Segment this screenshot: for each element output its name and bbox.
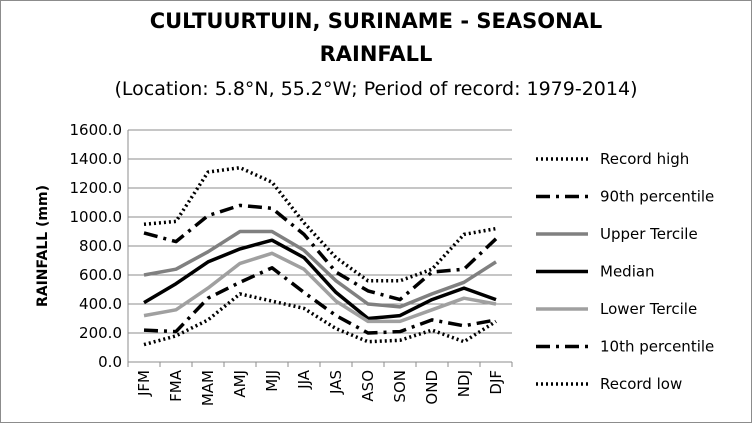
x-tick-label: JAS	[327, 370, 345, 395]
y-tick-label: 1000.0	[70, 208, 123, 226]
legend-label: 10th percentile	[600, 338, 714, 356]
x-tick-label: JFM	[135, 370, 153, 397]
x-tick-label: AMJ	[231, 370, 249, 398]
y-axis-label: RAINFALL (mm)	[35, 185, 51, 307]
chart-title: CULTUURTUIN, SURINAME - SEASONAL	[149, 9, 603, 33]
series-line-record-high	[143, 165, 497, 283]
series-line-record-low	[143, 292, 497, 347]
y-tick-label: 400.0	[79, 295, 122, 313]
legend-label: Upper Tercile	[600, 225, 698, 243]
legend-label: Median	[600, 263, 655, 281]
x-tick-label: FMA	[167, 369, 185, 402]
legend-label: 90th percentile	[600, 188, 714, 206]
y-tick-label: 0.0	[98, 353, 122, 371]
x-tick-label: SON	[391, 370, 409, 403]
y-tick-label: 1200.0	[70, 179, 123, 197]
legend-label: Record high	[600, 150, 689, 168]
legend-label: Lower Tercile	[600, 300, 697, 318]
x-tick-label: NDJ	[455, 370, 473, 397]
x-tick-label: DJF	[487, 370, 505, 395]
x-tick-label: MJJ	[263, 370, 281, 392]
x-tick-label: OND	[423, 370, 441, 405]
y-tick-label: 1600.0	[70, 121, 123, 139]
y-tick-label: 600.0	[79, 266, 122, 284]
x-tick-label: ASO	[359, 370, 377, 402]
series-line-90th-percentile	[143, 203, 498, 302]
series-line-10th-percentile	[143, 266, 497, 335]
chart-subtitle: (Location: 5.8°N, 55.2°W; Period of reco…	[114, 78, 638, 100]
y-tick-label: 1400.0	[70, 150, 123, 168]
legend-label: Record low	[600, 375, 682, 393]
series-line-lower-tercile	[143, 251, 497, 324]
chart-title-line2: RAINFALL	[319, 42, 433, 66]
x-tick-label: MAM	[199, 370, 217, 406]
y-tick-label: 200.0	[79, 324, 122, 342]
y-tick-label: 800.0	[79, 237, 122, 255]
x-tick-label: JJA	[295, 369, 313, 390]
series-line-median	[143, 238, 497, 321]
series-line-upper-tercile	[143, 229, 497, 309]
